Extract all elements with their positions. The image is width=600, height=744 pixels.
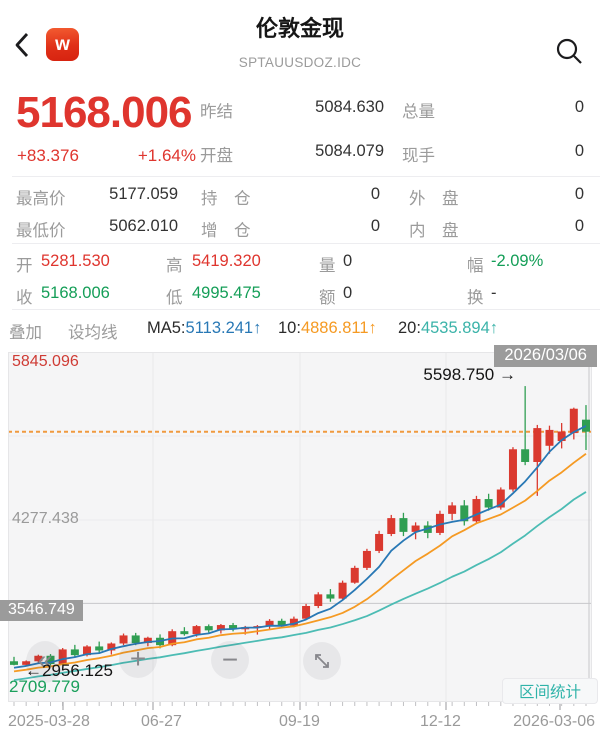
price-change: +83.376 (17, 146, 79, 165)
ma5-arrow-icon: ↑ (253, 319, 262, 337)
field-label: 外 盘 (409, 190, 459, 208)
field-value: 0 (574, 98, 584, 116)
ma5-legend: MA5:5113.241↑ (147, 319, 261, 338)
field-label: 开盘 (200, 147, 233, 165)
back-icon (15, 33, 29, 57)
field-value: 5177.059 (109, 185, 178, 203)
field-label: 增 仓 (201, 222, 251, 240)
quote-main: 5168.006 +83.376 +1.64% 昨结 5084.630 总量 0… (0, 86, 600, 176)
ma10-label: 10: (278, 319, 301, 337)
field-value: - (491, 284, 497, 302)
ma20-label: 20: (398, 319, 421, 337)
ma20-value: 4535.894 (420, 319, 490, 337)
last-price: 5168.006 (16, 88, 193, 137)
set-ma-button[interactable]: 设均线 (68, 324, 118, 342)
field-label: 内 盘 (409, 222, 459, 240)
divider (12, 309, 600, 310)
expand-icon (315, 654, 329, 668)
field-label: 低 (166, 289, 183, 307)
zoom-out-button[interactable]: − (211, 641, 249, 679)
field-label: 最低价 (16, 222, 66, 240)
field-label: 高 (166, 257, 183, 275)
crosshair-date-badge: 2026/03/06 (494, 345, 597, 367)
ma10-legend: 10:4886.811↑ (278, 319, 377, 338)
x-axis-label-0: 2025-03-28 (8, 713, 90, 730)
ohlc-block: 开 5281.530 高 5419.320 量 0 幅 -2.09% 收 516… (0, 244, 600, 310)
price-change-percent: +1.64% (137, 146, 196, 165)
ma5-label: MA5: (147, 319, 186, 337)
app-logo[interactable]: w (46, 28, 79, 61)
rewind-button[interactable]: « (26, 641, 64, 683)
field-label: 量 (319, 257, 336, 275)
y-axis-label-mid: 4277.438 (12, 510, 79, 527)
zoom-in-button[interactable]: + (119, 640, 157, 678)
header: w 伦敦金现 SPTAUUSDOZ.IDC (0, 0, 600, 86)
x-axis-label-2: 09-19 (279, 713, 320, 730)
x-axis-label-3: 12-12 (420, 713, 461, 730)
field-value: 0 (343, 284, 353, 302)
field-value: -2.09% (491, 252, 544, 270)
ma5-value: 5113.241 (185, 319, 254, 337)
search-button[interactable] (554, 36, 586, 68)
field-label: 现手 (402, 147, 435, 165)
back-button[interactable] (14, 32, 34, 60)
field-label: 幅 (467, 257, 484, 275)
field-label: 换 (467, 289, 484, 307)
x-axis: 2025-03-28 06-27 09-19 12-12 2026-03-06 (0, 710, 600, 744)
field-value: 0 (574, 142, 584, 160)
field-value: 4995.475 (192, 284, 261, 302)
range-stats-button[interactable]: 区间统计 (502, 678, 598, 704)
overlay-button[interactable]: 叠加 (9, 324, 42, 342)
field-label: 昨结 (200, 103, 233, 121)
max-annotation: 5598.750 → (423, 365, 516, 384)
page-title: 伦敦金现 (255, 16, 344, 41)
field-value: 0 (343, 252, 353, 270)
field-label: 额 (319, 289, 336, 307)
field-label: 开 (16, 257, 33, 275)
field-label: 最高价 (16, 190, 66, 208)
divider (12, 176, 600, 177)
y-axis-label-min: 2709.779 (9, 677, 80, 696)
field-label: 收 (16, 289, 33, 307)
field-value: 0 (574, 185, 584, 203)
chart-area: 5845.096 4277.438 2709.779 2026/03/06 35… (0, 345, 600, 712)
ma-bar: 叠加 设均线 MA5:5113.241↑ 10:4886.811↑ 20:453… (0, 310, 600, 350)
crosshair-price-badge: 3546.749 (0, 600, 83, 621)
stats-block: 最高价 5177.059 持 仓 0 外 盘 0 最低价 5062.010 增 … (0, 177, 600, 243)
field-value: 5084.630 (315, 98, 384, 116)
expand-button[interactable] (303, 642, 341, 680)
field-value: 5062.010 (109, 217, 178, 235)
field-value: 5419.320 (192, 252, 261, 270)
ma20-arrow-icon: ↑ (489, 319, 499, 337)
x-axis-label-4: 2026-03-06 (513, 713, 595, 730)
field-value: 0 (370, 217, 380, 235)
min-annotation: ←2956.125 (25, 661, 113, 680)
symbol-code: SPTAUUSDOZ.IDC (238, 55, 362, 70)
y-axis-label-max: 5845.096 (12, 353, 79, 370)
candlestick-chart[interactable] (8, 352, 592, 712)
divider (12, 243, 600, 244)
ma20-legend: 20:4535.894↑ (398, 319, 498, 338)
search-icon (556, 38, 582, 64)
ma10-arrow-icon: ↑ (368, 319, 377, 337)
field-label: 持 仓 (201, 190, 251, 208)
field-value: 0 (370, 185, 380, 203)
field-label: 总量 (402, 103, 435, 121)
x-axis-label-1: 06-27 (141, 713, 182, 730)
field-value: 5084.079 (315, 142, 384, 160)
field-value: 5281.530 (41, 252, 110, 270)
field-value: 0 (574, 217, 584, 235)
logo-letter: w (55, 33, 70, 55)
ma10-value: 4886.811 (300, 319, 369, 337)
field-value: 5168.006 (41, 284, 110, 302)
